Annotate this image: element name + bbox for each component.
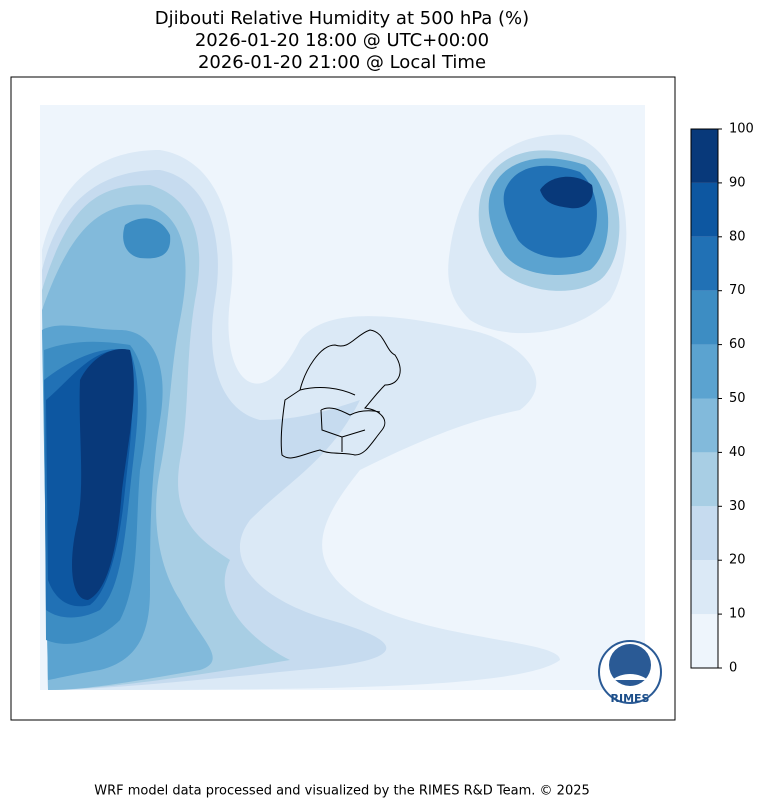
colorbar-segment: [691, 182, 718, 237]
logo: RIMES: [598, 640, 662, 705]
colorbar-segment: [691, 560, 718, 615]
title-line: 2026-01-20 21:00 @ Local Time: [198, 52, 486, 73]
colorbar-segment: [691, 452, 718, 507]
footer: WRF model data processed and visualized …: [94, 784, 590, 799]
colorbar-tick-label: 0: [729, 661, 737, 676]
colorbar-tick-label: 30: [729, 499, 746, 514]
colorbar-tick-label: 90: [729, 175, 746, 190]
title-block: Djibouti Relative Humidity at 500 hPa (%…: [155, 8, 529, 73]
colorbar-tick-label: 50: [729, 391, 746, 406]
colorbar-segment: [691, 236, 718, 291]
colorbar-tick-label: 40: [729, 445, 746, 460]
colorbar-segment: [691, 398, 718, 453]
title-line: Djibouti Relative Humidity at 500 hPa (%…: [155, 8, 529, 29]
colorbar-tick-label: 100: [729, 122, 754, 137]
country-border: [280, 329, 401, 459]
logo-wave: [612, 674, 648, 680]
colorbar-segment: [691, 506, 718, 561]
colorbar-segment: [691, 614, 718, 668]
colorbar-segment: [691, 344, 718, 399]
colorbar-tick-label: 60: [729, 337, 746, 352]
logo-globe: [609, 644, 651, 686]
title-line: 2026-01-20 18:00 @ UTC+00:00: [195, 30, 489, 51]
colorbar-tick-label: 70: [729, 283, 746, 298]
logo-text: RIMES: [611, 692, 650, 705]
colorbar-segment: [691, 290, 718, 345]
colorbar: 0 10 20 30 40 50 60 70 80 90 100: [690, 122, 754, 676]
colorbar-tick-label: 10: [729, 607, 746, 622]
colorbar-segment: [691, 129, 718, 183]
contour-fills: [42, 134, 627, 690]
colorbar-tick-label: 80: [729, 229, 746, 244]
colorbar-tick-label: 20: [729, 553, 746, 568]
